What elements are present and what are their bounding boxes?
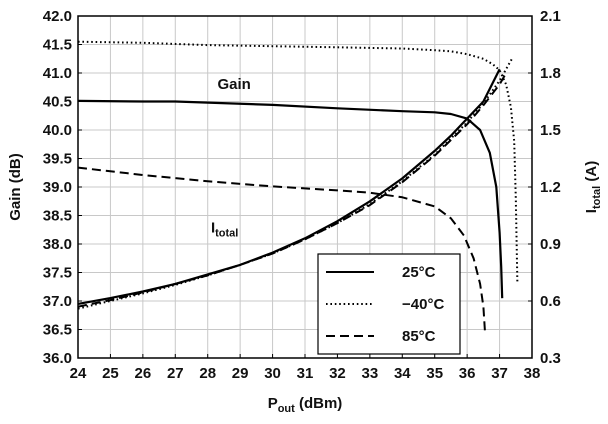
x-tick-label: 26 — [135, 365, 152, 382]
y-right-axis-label: Itotal (A) — [583, 161, 603, 213]
y-left-tick-label: 39.0 — [43, 179, 72, 196]
legend: 25°C −40°C 85°C — [317, 253, 461, 355]
y-right-tick-label: 0.9 — [540, 236, 561, 253]
x-tick-label: 30 — [264, 365, 281, 382]
y-left-tick-label: 38.5 — [43, 208, 72, 225]
y-left-tick-label: 40.5 — [43, 94, 72, 111]
series-itotal-dashed — [77, 72, 507, 308]
annotations: Gain Itotal — [211, 76, 251, 240]
y-right-tick-label: 1.5 — [540, 122, 561, 139]
series-itotal-solid — [77, 68, 501, 305]
y-right-tick-label: 0.6 — [540, 293, 561, 310]
y-left-tick-label: 40.0 — [43, 122, 72, 139]
axis-labels: Pout (dBm) Gain (dB) Itotal (A) — [7, 153, 603, 415]
x-tick-label: 36 — [459, 365, 476, 382]
x-tick-label: 37 — [491, 365, 508, 382]
x-tick-label: 25 — [102, 365, 119, 382]
x-tick-label: 31 — [297, 365, 314, 382]
legend-label: −40°C — [402, 296, 444, 313]
x-tick-label: 27 — [167, 365, 184, 382]
y-right-tick-label: 1.8 — [540, 65, 561, 82]
y-left-tick-label: 36.5 — [43, 322, 72, 339]
y-left-tick-label: 38.0 — [43, 236, 72, 253]
x-tick-label: 35 — [426, 365, 443, 382]
ticks: 24 25 26 27 28 29 30 31 32 33 34 35 36 37 38 36.0 36.5 37… — [43, 8, 561, 382]
legend-label: 85°C — [402, 328, 436, 345]
x-axis-label: Pout (dBm) — [268, 395, 343, 415]
x-tick-label: 28 — [199, 365, 216, 382]
x-tick-label: 33 — [362, 365, 379, 382]
x-tick-label: 32 — [329, 365, 346, 382]
y-left-tick-label: 39.5 — [43, 151, 72, 168]
y-left-axis-label: Gain (dB) — [7, 153, 24, 221]
series — [77, 40, 519, 333]
y-right-tick-label: 1.2 — [540, 179, 561, 196]
series-gain-solid — [77, 99, 504, 299]
y-left-tick-label: 41.5 — [43, 37, 72, 54]
x-tick-label: 29 — [232, 365, 249, 382]
y-left-tick-label: 37.0 — [43, 293, 72, 310]
series-gain-dotted — [77, 40, 519, 284]
y-left-tick-label: 37.5 — [43, 265, 72, 282]
legend-box — [317, 253, 461, 355]
gain-annotation: Gain — [217, 76, 250, 93]
x-tick-label: 34 — [394, 365, 411, 382]
y-right-tick-label: 2.1 — [540, 8, 561, 25]
x-tick-label: 38 — [524, 365, 541, 382]
legend-label: 25°C — [402, 264, 436, 281]
x-tick-label: 24 — [70, 365, 87, 382]
grid — [78, 16, 532, 358]
y-left-tick-label: 42.0 — [43, 8, 72, 25]
y-right-tick-label: 0.3 — [540, 350, 561, 367]
y-left-tick-label: 36.0 — [43, 350, 72, 367]
series-gain-dashed — [77, 166, 486, 333]
y-left-tick-label: 41.0 — [43, 65, 72, 82]
itotal-annotation: Itotal — [211, 220, 238, 240]
